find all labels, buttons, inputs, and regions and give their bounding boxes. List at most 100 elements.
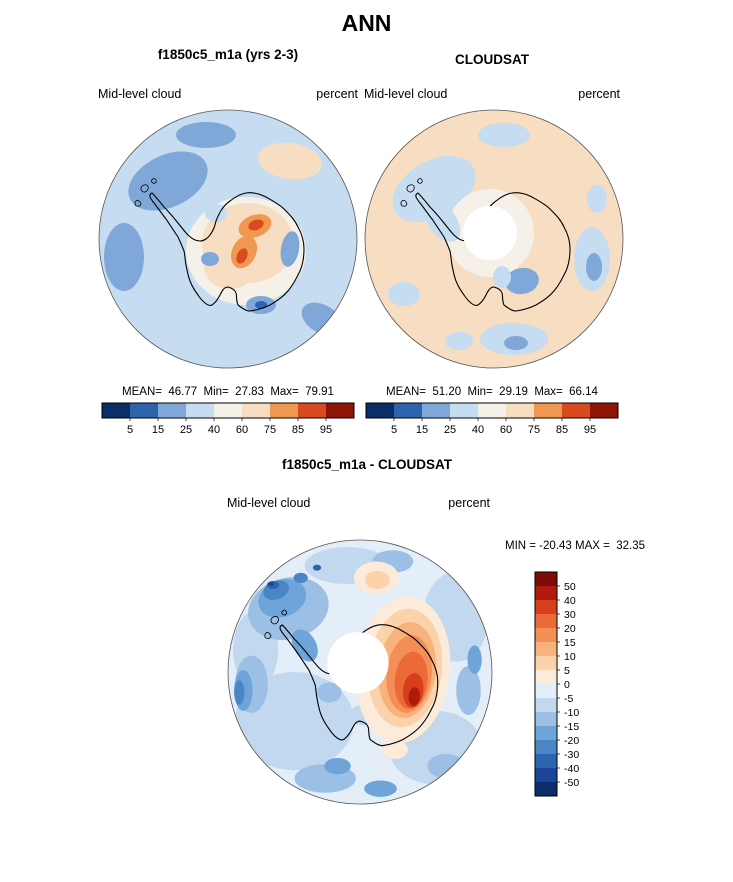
- colorbar-ticks: [393, 418, 591, 421]
- diff-panel-title: f1850c5_m1a - CLOUDSAT: [281, 457, 453, 472]
- contour-blob: [392, 155, 476, 223]
- colorbar-tick-label: 30: [564, 609, 576, 621]
- colorbar-tick-label: 40: [472, 424, 484, 436]
- colorbar-tick-label: 60: [236, 424, 248, 436]
- colorbar-tick-label: 25: [444, 424, 456, 436]
- map-border: [364, 109, 624, 369]
- model-map: [98, 109, 358, 369]
- colorbar-cell: [535, 600, 557, 614]
- colorbar-cells: [366, 403, 618, 418]
- diff-label-row: Mid-level cloud percent: [227, 496, 490, 510]
- model-units-label: percent: [316, 87, 358, 101]
- colorbar-tick-label: -10: [564, 707, 579, 719]
- contour-blob: [364, 780, 397, 797]
- colorbar-cell: [242, 403, 270, 418]
- colorbar-tick-label: -5: [564, 693, 573, 705]
- colorbar-cell: [535, 740, 557, 754]
- colorbar-cell: [366, 403, 394, 418]
- colorbar-cell: [535, 628, 557, 642]
- pole-data-gap: [327, 632, 389, 694]
- colorbar-cells: [535, 572, 557, 796]
- contour-blob: [280, 231, 300, 267]
- colorbar-tick-label: 15: [416, 424, 428, 436]
- contour-blob: [456, 665, 481, 715]
- colorbar-cell: [590, 403, 618, 418]
- contour-blob: [293, 572, 308, 583]
- colorbar-tick-label: 40: [564, 595, 576, 607]
- colorbar-tick-label: 15: [152, 424, 164, 436]
- colorbar-ticks: [557, 585, 560, 783]
- colorbar-cell: [186, 403, 214, 418]
- colorbar-tick-label: -50: [564, 777, 579, 789]
- cloudsat-units-label: percent: [578, 87, 620, 101]
- colorbar-labels: 5 15 25 40 60 75 85 95: [391, 424, 596, 436]
- contour-blob: [258, 142, 322, 180]
- colorbar-cell: [298, 403, 326, 418]
- cloudsat-label-row: Mid-level cloud percent: [364, 87, 620, 101]
- contour-blob: [504, 336, 528, 350]
- colorbar-cell: [535, 572, 557, 586]
- colorbar-cell: [422, 403, 450, 418]
- colorbar-tick-label: 40: [208, 424, 220, 436]
- contour-blob: [586, 253, 602, 281]
- colorbar-cells: [102, 403, 354, 418]
- colorbar-tick-label: 75: [528, 424, 540, 436]
- colorbar-cell: [102, 403, 130, 418]
- model-colorbar: 5 15 25 40 60 75 85 95: [101, 402, 355, 436]
- contour-blob: [467, 645, 482, 675]
- contour-blob: [128, 151, 208, 211]
- colorbar-cell: [535, 670, 557, 684]
- contour-blob: [587, 185, 607, 213]
- colorbar-cell: [535, 642, 557, 656]
- diff-map: [227, 539, 493, 805]
- contour-blob: [201, 252, 219, 266]
- colorbar-ticks: [129, 418, 327, 421]
- contour-blob: [493, 266, 511, 288]
- contour-blob: [408, 687, 420, 706]
- contour-blob: [324, 757, 351, 775]
- contour-blob: [248, 219, 264, 231]
- colorbar-tick-label: 15: [564, 637, 576, 649]
- colorbar-cell: [158, 403, 186, 418]
- colorbar-tick-label: 50: [564, 581, 576, 593]
- colorbar-tick-label: 5: [127, 424, 133, 436]
- colorbar-cell: [562, 403, 590, 418]
- colorbar-cell: [214, 403, 242, 418]
- colorbar-cell: [535, 586, 557, 600]
- cloudsat-stats-line: MEAN= 51.20 Min= 29.19 Max= 66.14: [386, 386, 598, 398]
- diff-minmax-line: MIN = -20.43 MAX = 32.35: [505, 540, 645, 552]
- pole-data-gap: [463, 206, 517, 260]
- colorbar-cell: [326, 403, 354, 418]
- colorbar-cell: [535, 782, 557, 796]
- colorbar-tick-label: 85: [292, 424, 304, 436]
- contour-blob: [388, 282, 420, 306]
- cloudsat-map-fills: [365, 110, 623, 368]
- contour-blob: [236, 248, 248, 264]
- contour-blob: [312, 564, 322, 571]
- map-border: [227, 539, 493, 805]
- colorbar-cell: [506, 403, 534, 418]
- contour-blob: [234, 680, 245, 705]
- model-panel-title: f1850c5_m1a (yrs 2-3): [157, 47, 299, 62]
- model-label-row: Mid-level cloud percent: [98, 87, 358, 101]
- colorbar-labels: 5 15 25 40 60 75 85 95: [127, 424, 332, 436]
- colorbar-tick-label: -20: [564, 735, 579, 747]
- colorbar-cell: [535, 726, 557, 740]
- diff-map-fills: [228, 540, 492, 804]
- colorbar-cell: [535, 698, 557, 712]
- figure-title: ANN: [341, 10, 392, 36]
- contour-blob: [317, 682, 342, 703]
- diff-units-label: percent: [448, 496, 490, 510]
- contour-blob: [445, 332, 473, 350]
- colorbar-tick-label: 25: [180, 424, 192, 436]
- colorbar-cell: [478, 403, 506, 418]
- colorbar-tick-label: 0: [564, 679, 570, 691]
- colorbar-cell: [535, 656, 557, 670]
- contour-blob: [176, 122, 236, 148]
- cloudsat-field-label: Mid-level cloud: [364, 87, 448, 101]
- contour-blob: [505, 267, 539, 295]
- colorbar-tick-label: 5: [564, 665, 570, 677]
- colorbar-cell: [450, 403, 478, 418]
- cloudsat-map: [364, 109, 624, 369]
